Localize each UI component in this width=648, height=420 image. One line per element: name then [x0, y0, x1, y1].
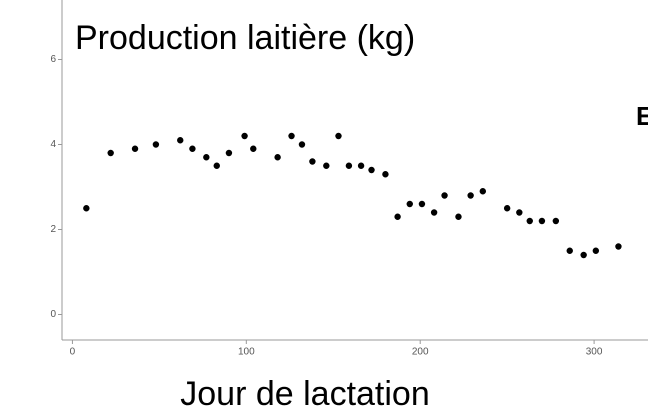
chart-title: Production laitière (kg) — [75, 19, 415, 57]
x-tick-label: 0 — [70, 347, 76, 358]
point — [250, 145, 257, 152]
point — [503, 205, 511, 212]
point — [592, 247, 600, 254]
x-tick-label: 200 — [412, 347, 429, 358]
point — [368, 166, 375, 174]
y-tick-label: 6 — [50, 54, 56, 65]
point — [580, 251, 587, 259]
point — [213, 162, 220, 169]
point — [288, 132, 295, 140]
x-tick-label: 100 — [238, 347, 255, 358]
point — [274, 154, 281, 161]
y-tick-label: 4 — [50, 139, 56, 150]
point — [323, 162, 330, 169]
point — [418, 200, 426, 208]
point — [479, 188, 487, 195]
point — [131, 145, 139, 152]
x-axis-label: Jour de lactation — [180, 375, 430, 413]
y-tick-label: 0 — [50, 309, 56, 320]
point — [382, 171, 389, 178]
point — [615, 243, 622, 250]
point — [455, 213, 462, 220]
point — [552, 217, 560, 225]
point — [189, 145, 196, 152]
point — [152, 141, 160, 148]
annotation: E — [636, 101, 648, 131]
point — [526, 217, 533, 225]
point — [177, 137, 184, 144]
point — [225, 149, 233, 157]
point — [430, 209, 438, 216]
point — [203, 154, 210, 161]
point — [516, 209, 523, 216]
point — [538, 217, 546, 225]
point — [107, 149, 114, 157]
point — [241, 132, 248, 140]
point — [566, 247, 573, 254]
point — [335, 132, 342, 140]
point — [467, 192, 474, 199]
x-tick-label: 300 — [586, 347, 603, 358]
point — [83, 205, 90, 212]
point — [298, 141, 306, 148]
point — [406, 200, 413, 208]
y-tick-label: 2 — [50, 224, 56, 235]
point — [394, 213, 401, 220]
point — [309, 158, 316, 165]
point — [357, 162, 365, 169]
point — [441, 192, 448, 199]
point — [345, 162, 353, 169]
